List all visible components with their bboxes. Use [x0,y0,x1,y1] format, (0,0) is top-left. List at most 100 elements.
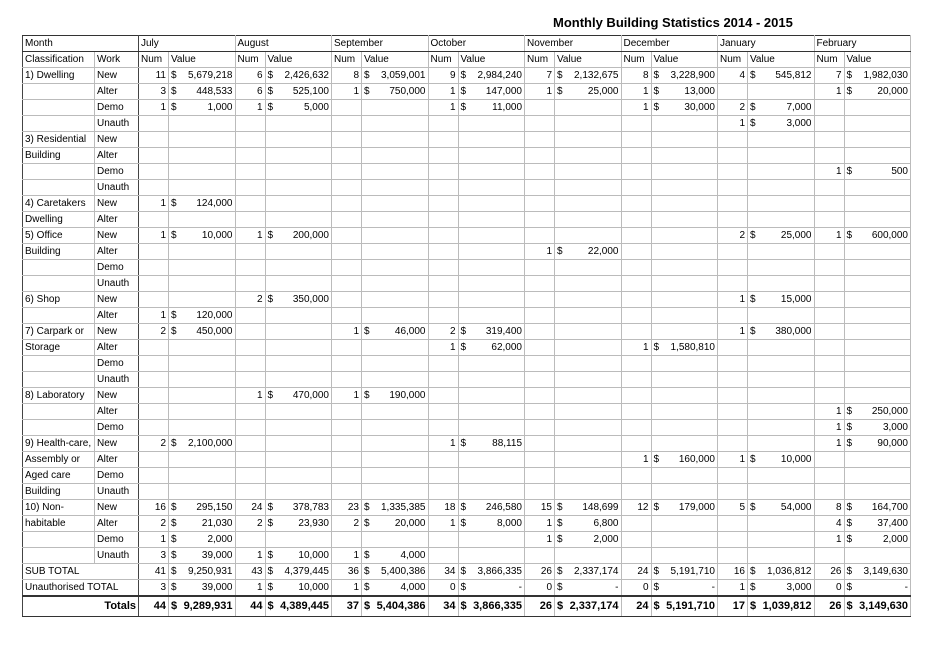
value-cell: $3,866,335 [457,595,525,617]
empty-cell [843,195,911,212]
num-cell: 1 [138,227,169,244]
value-cell: $10,000 [747,451,815,468]
empty-cell [361,307,429,324]
num-cell: 1 [813,531,845,548]
header-cell: Value [747,51,815,68]
num-cell: 26 [813,595,845,617]
title: Monthly Building Statistics 2014 - 2015 [553,15,793,30]
num-cell: 2 [234,291,266,308]
value-cell: $2,984,240 [457,67,525,84]
empty-cell [138,483,169,500]
empty-cell [427,147,459,164]
currency: $ [846,422,853,433]
currency: $ [460,342,467,353]
summary-row: Totals 44 $9,289,931 44 $4,389,445 37 $5,404,3… [22,595,911,617]
value-cell: $37,400 [843,515,911,532]
data-row: 3) Residential New [22,131,911,148]
amount: 4,000 [400,550,426,561]
header-cell: Work [94,51,139,68]
currency: $ [460,86,467,97]
empty-cell [813,547,845,564]
empty-cell [843,179,911,196]
empty-cell [331,435,362,452]
value-cell: $ - [650,579,718,597]
amount: 3,866,335 [477,566,523,577]
empty-cell [524,259,555,276]
num-cell: 26 [813,563,845,580]
value-cell: $500 [843,163,911,180]
statistics-table: Month July August September October November D… [22,35,911,617]
amount: 5,404,386 [376,600,426,612]
empty-cell [620,467,652,484]
empty-cell [234,259,266,276]
empty-cell [234,307,266,324]
data-row: Unauth [22,275,911,292]
empty-cell [361,147,429,164]
currency: $ [653,600,660,612]
classification-cell: 8) Laboratory [22,387,95,404]
empty-cell [747,307,815,324]
amount: 2,000 [882,534,908,545]
value-cell: $2,132,675 [554,67,622,84]
data-row: 6) Shop New 2 $350,000 1 $15,000 [22,291,911,308]
empty-cell [843,131,911,148]
num-cell: 11 [138,67,169,84]
currency: $ [846,600,853,612]
work-cell: Alter [94,515,139,532]
classification-cell [22,115,95,132]
empty-cell [813,323,845,340]
num-cell: 1 [138,195,169,212]
month-header: December [620,35,718,52]
empty-cell [457,179,525,196]
num-cell: 1 [138,99,169,116]
currency: $ [267,390,274,401]
currency: $ [750,566,756,577]
empty-cell [524,195,555,212]
empty-cell [554,115,622,132]
summary-label: Unauthorised TOTAL [22,579,139,597]
empty-cell [524,323,555,340]
empty-cell [361,275,429,292]
value-cell: $22,000 [554,243,622,260]
empty-cell [717,371,748,388]
num-cell: 23 [331,499,362,516]
empty-cell [813,275,845,292]
empty-cell [331,291,362,308]
num-cell: 1 [234,387,266,404]
empty-cell [427,179,459,196]
empty-cell [427,115,459,132]
data-row: Building Alter 1 $22,000 [22,243,911,260]
empty-cell [234,211,266,228]
empty-cell [264,243,332,260]
work-cell: New [94,323,139,340]
value-cell: $200,000 [264,227,332,244]
data-row: Demo [22,355,911,372]
amount: 46,000 [394,326,426,337]
amount: 246,580 [485,502,522,513]
empty-cell [843,147,911,164]
value-cell: $450,000 [168,323,236,340]
value-cell: $5,000 [264,99,332,116]
empty-cell [524,115,555,132]
work-cell: Demo [94,163,139,180]
currency: $ [267,518,274,529]
amount: 545,812 [775,70,812,81]
empty-cell [650,291,718,308]
empty-cell [138,387,169,404]
empty-cell [620,355,652,372]
empty-cell [427,547,459,564]
data-row: Demo [22,259,911,276]
value-cell: $5,191,710 [650,563,718,580]
num-cell: 1 [524,243,555,260]
amount: 23,930 [298,518,329,529]
empty-cell [620,291,652,308]
empty-cell [717,339,748,356]
empty-cell [138,419,169,436]
currency: $ [267,230,274,241]
empty-cell [650,147,718,164]
empty-cell [650,323,718,340]
amount: 88,115 [492,438,522,449]
amount: 39,000 [201,550,233,561]
empty-cell [717,467,748,484]
currency: $ [750,326,756,337]
